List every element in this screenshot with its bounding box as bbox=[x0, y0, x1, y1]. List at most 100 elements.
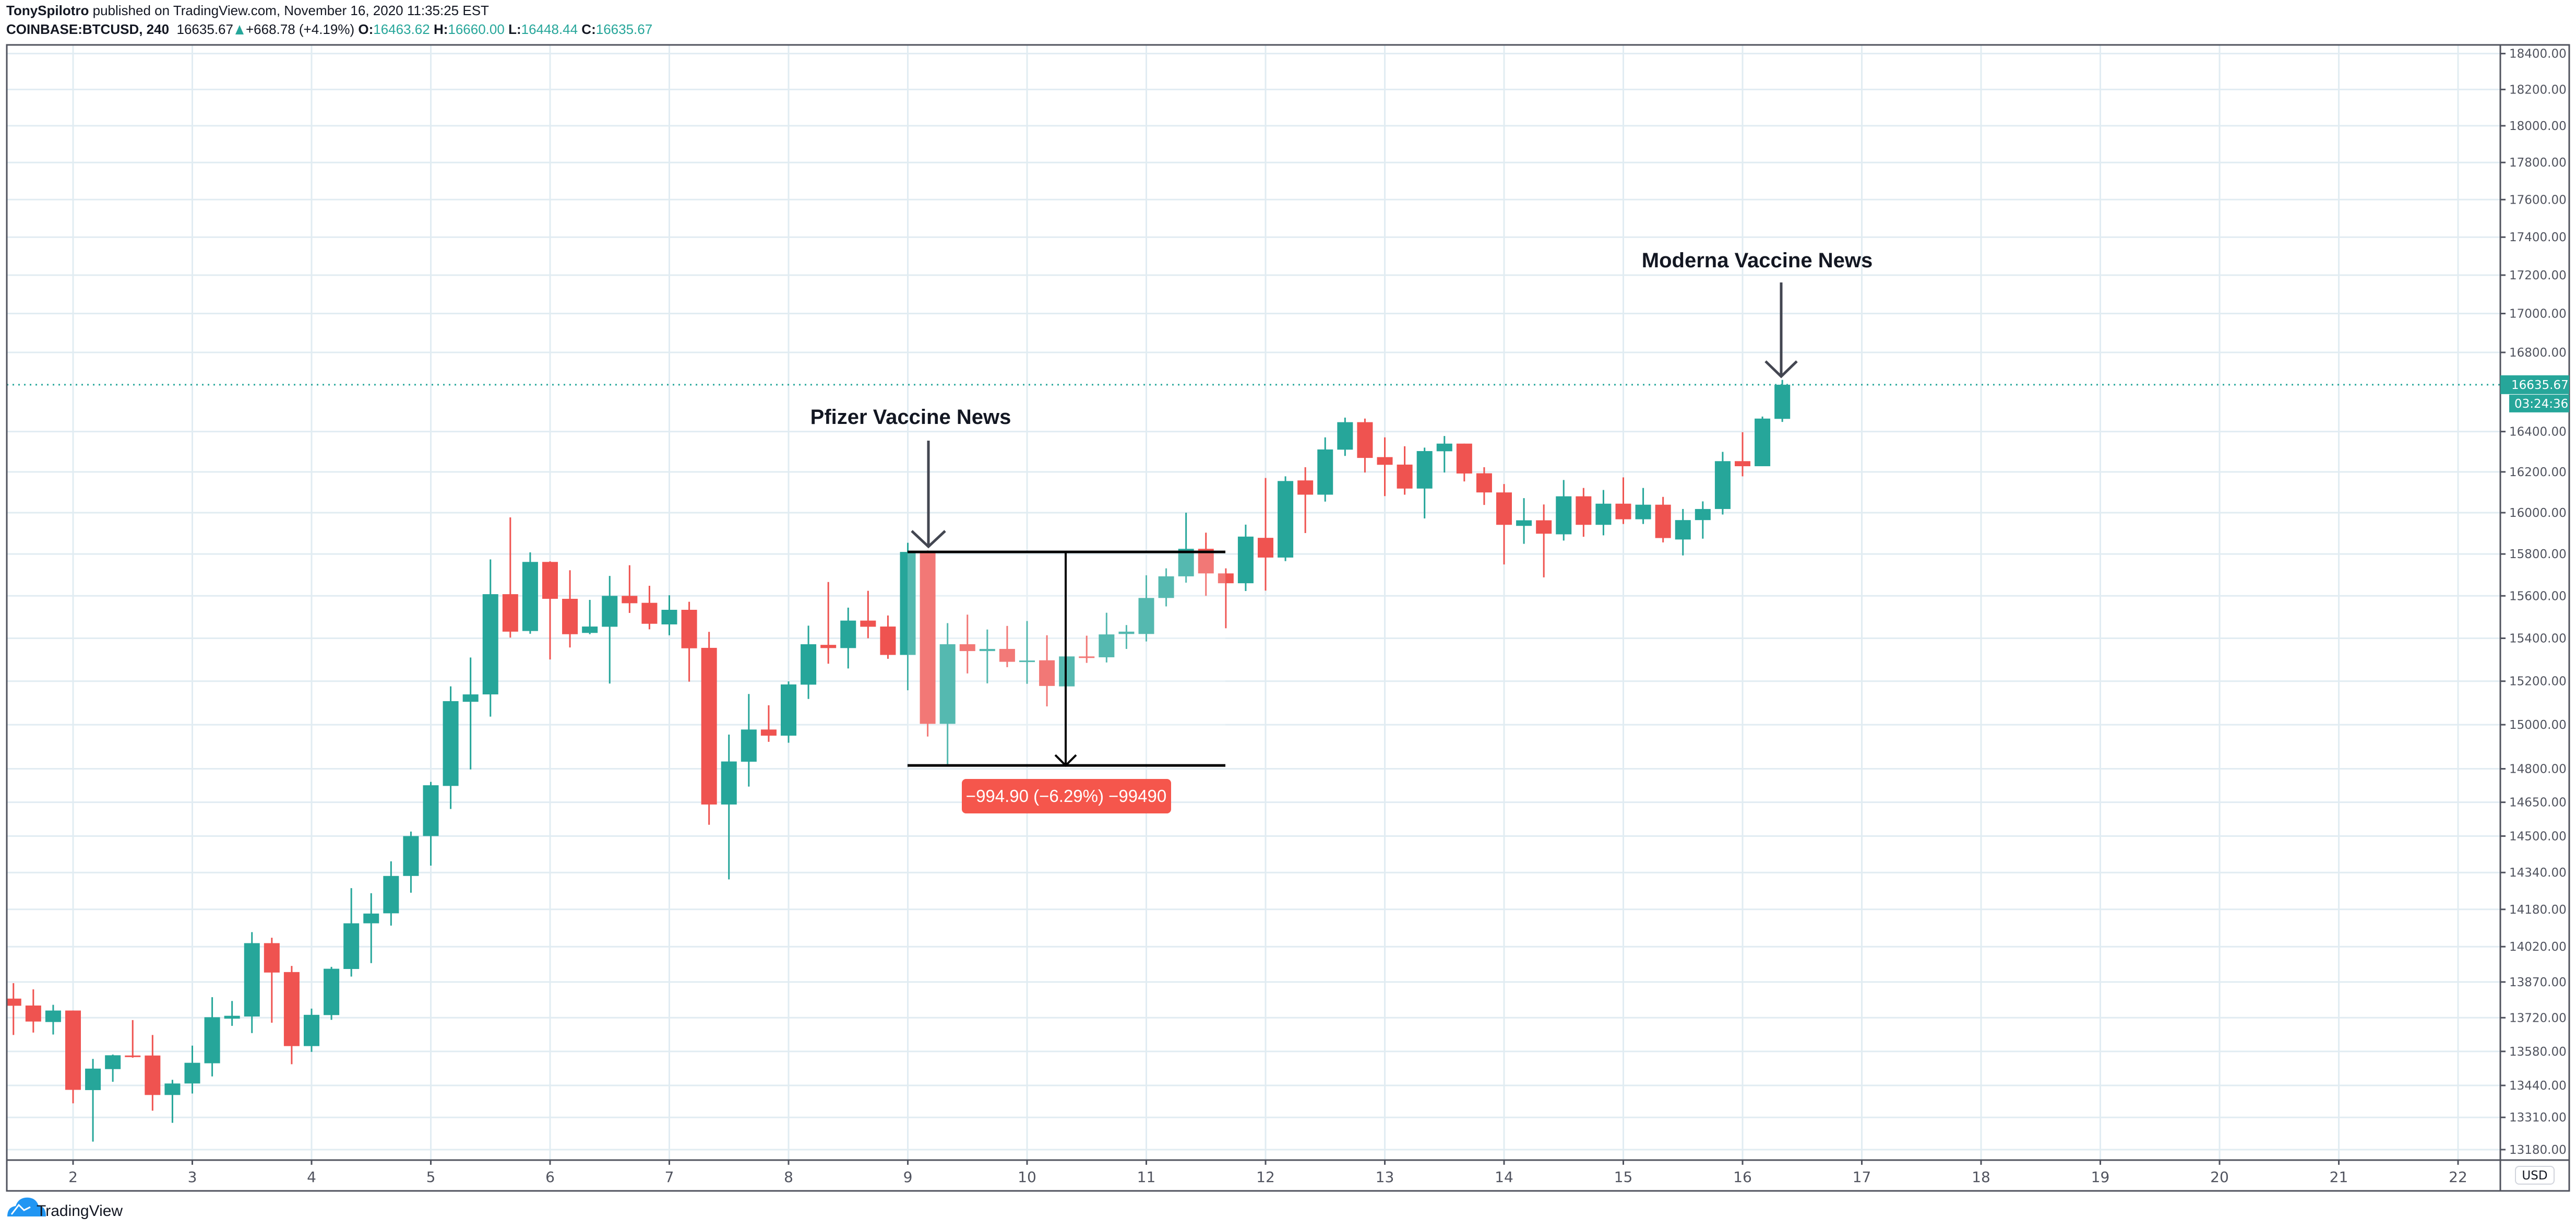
moderna-arrowhead-icon bbox=[1764, 360, 1798, 379]
symbol-label[interactable]: COINBASE:BTCUSD, 240 bbox=[6, 21, 170, 37]
price-tick-label: 14180.00 bbox=[2509, 903, 2567, 917]
price-tick-label: 14500.00 bbox=[2509, 830, 2567, 843]
candle-down bbox=[760, 705, 777, 742]
candle-body bbox=[1675, 520, 1691, 540]
candle-up bbox=[781, 681, 796, 743]
tradingview-cloud-icon bbox=[7, 1197, 46, 1216]
date-tick-label: 10 bbox=[1018, 1168, 1036, 1186]
candle-body bbox=[760, 729, 777, 736]
candle-up bbox=[721, 734, 737, 880]
candle-body bbox=[1337, 422, 1353, 450]
candle-up bbox=[979, 629, 995, 683]
moderna-annotation[interactable]: Moderna Vaccine News bbox=[1642, 249, 1873, 379]
candle-up bbox=[1158, 568, 1174, 607]
candle-down bbox=[1456, 443, 1472, 482]
candle-down bbox=[1079, 635, 1095, 663]
price-tick-label: 18000.00 bbox=[2509, 120, 2567, 133]
candle-down bbox=[562, 570, 578, 648]
date-tick-label: 6 bbox=[545, 1168, 555, 1186]
date-tick-label: 5 bbox=[426, 1168, 436, 1186]
candle-down bbox=[145, 1035, 161, 1111]
candle-up bbox=[324, 966, 340, 1020]
ohlc-legend: COINBASE:BTCUSD, 240 16635.67 +668.78 (+4… bbox=[6, 20, 652, 39]
price-tick-label: 15200.00 bbox=[2509, 675, 2567, 689]
bar-countdown: 03:24:36 bbox=[2514, 397, 2568, 411]
candle-body bbox=[1118, 631, 1135, 634]
candle-up bbox=[1118, 625, 1135, 649]
high-label: H: bbox=[433, 21, 448, 37]
pfizer-label[interactable]: Pfizer Vaccine News bbox=[810, 406, 1011, 429]
candle-down bbox=[920, 550, 936, 737]
date-tick-label: 19 bbox=[2091, 1168, 2110, 1186]
date-tick-label: 2 bbox=[68, 1168, 78, 1186]
measure-tool[interactable]: −994.90 (−6.29%) −99490 bbox=[908, 550, 1225, 813]
candle-up bbox=[1059, 656, 1075, 687]
tradingview-logo[interactable]: TradingView bbox=[7, 1197, 123, 1220]
candle-body bbox=[1735, 461, 1750, 466]
open-label: O: bbox=[358, 21, 374, 37]
candle-body bbox=[1377, 457, 1393, 465]
time-axis[interactable]: 2 3 4 5 6 7 8 9 10 11 12 13 14 15 16 17 18 19 20 21 22 bbox=[68, 1160, 2467, 1186]
candle-body bbox=[164, 1083, 181, 1095]
candle-body bbox=[1158, 576, 1174, 598]
candle-up bbox=[363, 893, 379, 963]
price-tick-label: 17600.00 bbox=[2509, 193, 2567, 207]
price-axis[interactable]: 18400.00 18200.00 18000.00 17800.00 17600.00… bbox=[2500, 48, 2567, 1157]
candle-body bbox=[403, 836, 419, 876]
moderna-label[interactable]: Moderna Vaccine News bbox=[1642, 249, 1873, 272]
candle-body bbox=[1138, 598, 1154, 634]
open-value: 16463.62 bbox=[373, 21, 430, 37]
candle-body bbox=[85, 1068, 101, 1090]
candle-up bbox=[1317, 437, 1333, 502]
candle-body bbox=[1258, 538, 1273, 558]
candle-body bbox=[582, 627, 598, 633]
candle-body bbox=[1615, 503, 1631, 519]
tradingview-wordmark: TradingView bbox=[37, 1202, 123, 1220]
candles bbox=[7, 380, 1791, 1142]
candle-body bbox=[1357, 422, 1373, 458]
candle-body bbox=[482, 594, 498, 695]
candle-down bbox=[860, 590, 876, 639]
candle-body bbox=[939, 644, 956, 724]
candle-body bbox=[1059, 656, 1075, 687]
candle-up bbox=[443, 686, 459, 809]
candle-body bbox=[1556, 496, 1572, 535]
price-tick-label: 15600.00 bbox=[2509, 589, 2567, 603]
up-triangle-icon bbox=[235, 25, 244, 34]
candle-body bbox=[801, 644, 817, 685]
candle-down bbox=[1496, 484, 1512, 565]
candle-up bbox=[741, 694, 757, 787]
usd-badge[interactable]: USD bbox=[2515, 1166, 2555, 1185]
candle-body bbox=[1635, 504, 1651, 519]
candle-up bbox=[164, 1080, 181, 1123]
candle-body bbox=[1039, 660, 1055, 686]
date-tick-label: 9 bbox=[903, 1168, 913, 1186]
candle-down bbox=[1397, 446, 1413, 495]
candle-body bbox=[681, 609, 697, 648]
candle-down bbox=[502, 517, 518, 638]
candle-body bbox=[383, 876, 399, 914]
date-tick-label: 18 bbox=[1972, 1168, 1990, 1186]
last-price: 16635.67 bbox=[176, 21, 233, 37]
pfizer-annotation[interactable]: Pfizer Vaccine News bbox=[810, 406, 1011, 549]
candle-down bbox=[7, 983, 21, 1035]
candle-body bbox=[860, 620, 876, 627]
candle-down bbox=[1357, 418, 1373, 473]
pfizer-arrowhead-icon bbox=[911, 530, 946, 549]
price-tick-label: 16200.00 bbox=[2509, 466, 2567, 479]
low-value: 16448.44 bbox=[521, 21, 578, 37]
candle-body bbox=[1237, 536, 1254, 584]
close-value: 16635.67 bbox=[595, 21, 653, 37]
candle-up bbox=[1237, 524, 1254, 592]
candle-up bbox=[1019, 621, 1035, 684]
candle-up bbox=[462, 657, 479, 770]
candle-body bbox=[1019, 660, 1035, 663]
author-name[interactable]: TonySpilotro bbox=[6, 3, 89, 18]
price-tick-label: 13870.00 bbox=[2509, 976, 2567, 989]
candle-body bbox=[661, 609, 677, 624]
candle-body bbox=[7, 998, 21, 1006]
candle-body bbox=[1099, 634, 1115, 657]
price-tick-label: 18200.00 bbox=[2509, 83, 2567, 97]
candle-body bbox=[105, 1055, 121, 1069]
